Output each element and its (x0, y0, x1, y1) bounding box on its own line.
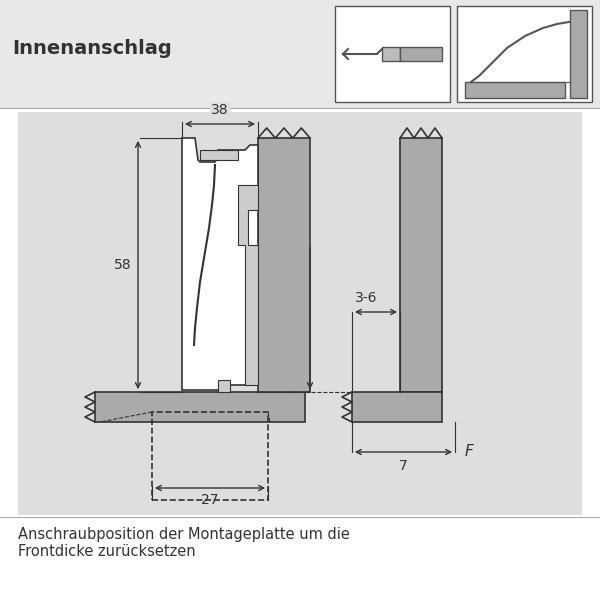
Polygon shape (238, 185, 258, 385)
Bar (570, 10, 587, 98)
Text: Innenanschlag: Innenanschlag (12, 39, 172, 58)
Text: 38: 38 (211, 103, 229, 117)
Text: Anschraubposition der Montageplatte um die: Anschraubposition der Montageplatte um d… (18, 527, 350, 541)
Bar (0, 0, 600, 108)
Bar (200, 150, 238, 160)
Bar (95, 392, 305, 422)
Text: 58: 58 (115, 258, 132, 272)
Bar (335, 6, 450, 102)
Text: 3-6: 3-6 (355, 291, 377, 305)
Text: 7: 7 (399, 459, 408, 473)
Text: F: F (465, 445, 474, 460)
Bar (400, 138, 442, 392)
Bar (400, 47, 442, 61)
Bar (352, 392, 442, 422)
Text: Frontdicke zurücksetzen: Frontdicke zurücksetzen (18, 545, 196, 559)
Bar (457, 6, 592, 102)
Polygon shape (182, 138, 258, 390)
Bar (152, 412, 268, 500)
Bar (18, 112, 582, 515)
Bar (465, 82, 565, 98)
Bar (382, 47, 400, 61)
Bar (218, 380, 230, 392)
Text: 27: 27 (201, 493, 219, 507)
Bar (258, 138, 310, 392)
